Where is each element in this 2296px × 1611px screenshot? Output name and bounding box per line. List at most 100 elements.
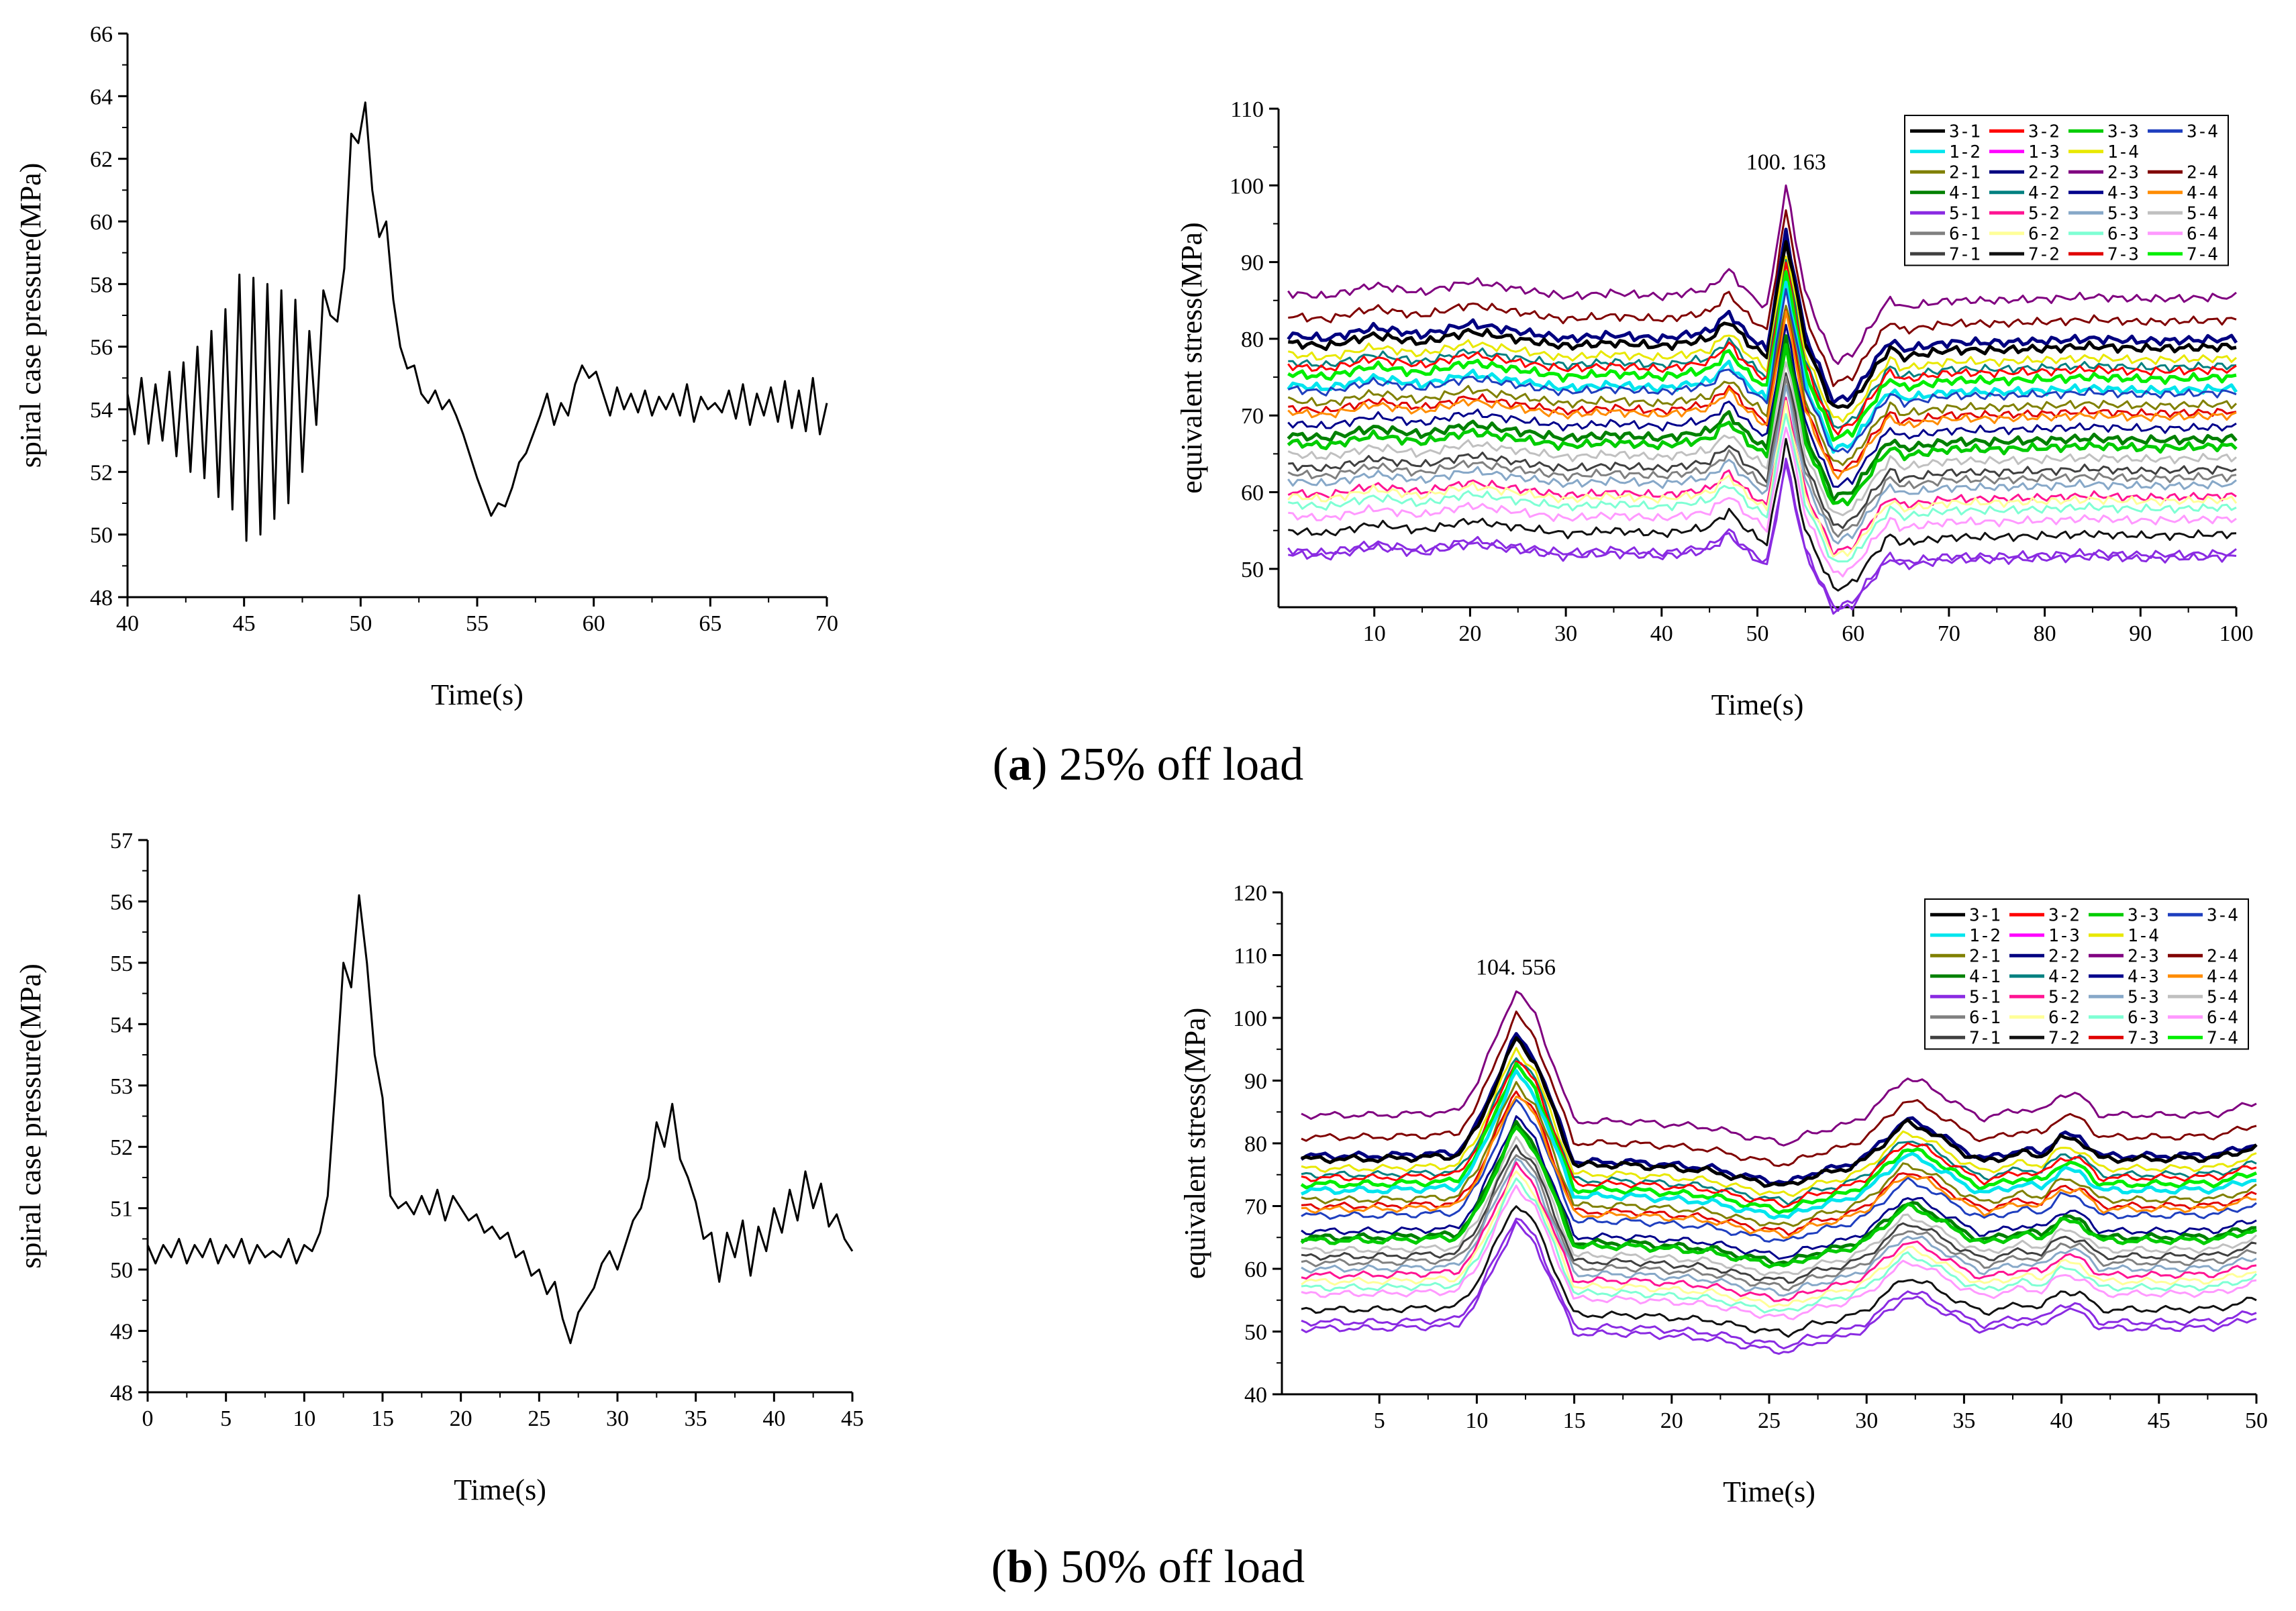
legend-label-2-3: 2-3 — [2107, 162, 2139, 183]
x-tick-label: 40 — [762, 1406, 785, 1431]
y-tick-label: 66 — [90, 22, 113, 47]
y-tick-label: 40 — [1244, 1383, 1267, 1408]
x-tick-label: 5 — [220, 1406, 232, 1431]
legend-label-4-4: 4-4 — [2207, 967, 2238, 987]
legend-label-3-4: 3-4 — [2207, 905, 2238, 925]
stress-series-5-4 — [1301, 1136, 2258, 1277]
stress-series-6-2 — [1287, 400, 2238, 558]
y-tick-label: 51 — [110, 1197, 133, 1222]
stress-series-2-3 — [1301, 990, 2257, 1147]
x-tick-label: 70 — [815, 611, 838, 636]
y-tick-label: 64 — [90, 85, 113, 109]
y-tick-label: 60 — [1241, 481, 1264, 506]
stress-series-3-4 — [1287, 288, 2237, 454]
x-tick-label: 25 — [1758, 1408, 1781, 1433]
legend-label-1-4: 1-4 — [2107, 142, 2139, 162]
x-tick-label: 35 — [685, 1406, 707, 1431]
y-tick-label: 120 — [1233, 881, 1267, 906]
y-tick-label: 100 — [1230, 174, 1264, 199]
legend-label-2-1: 2-1 — [1949, 162, 1981, 183]
y-tick-label: 70 — [1241, 404, 1264, 429]
y-tick-label: 50 — [1244, 1320, 1267, 1345]
stress-series-6-4 — [1301, 1184, 2257, 1320]
x-tick-label: 35 — [1952, 1408, 1975, 1433]
y-tick-label: 50 — [1241, 558, 1264, 582]
y-tick-label: 54 — [110, 1012, 133, 1037]
stress-series-6-3 — [1301, 1177, 2258, 1314]
legend-label-3-1: 3-1 — [1949, 121, 1981, 142]
x-axis-title: Time(s) — [431, 678, 523, 711]
stress-series-3-4 — [1301, 1098, 2257, 1243]
stress-series-4-2 — [1301, 1057, 2257, 1206]
stress-series-6-4 — [1288, 426, 2237, 578]
stress-series-4-x — [1301, 1220, 2257, 1355]
y-tick-label: 55 — [110, 951, 133, 976]
legend-label-1-3: 1-3 — [2048, 926, 2080, 946]
x-tick-label: 45 — [233, 611, 256, 636]
legend-label-4-1: 4-1 — [1949, 183, 1981, 203]
y-tick-label: 56 — [90, 335, 113, 360]
x-tick-label: 50 — [349, 611, 372, 636]
stress-series-3-1 — [1288, 240, 2237, 409]
legend-label-6-4: 6-4 — [2187, 224, 2218, 244]
x-tick-label: 10 — [1465, 1408, 1488, 1433]
caption-a-letter: a — [1008, 739, 1032, 790]
y-tick-label: 90 — [1241, 251, 1264, 276]
legend-label-4-1: 4-1 — [1969, 967, 2001, 987]
peak-value-label: 100. 163 — [1746, 150, 1826, 174]
legend-label-4-2: 4-2 — [2028, 183, 2060, 203]
stress-series-1-4 — [1301, 1047, 2257, 1197]
caption-b-letter: b — [1007, 1541, 1034, 1593]
x-tick-label: 70 — [1938, 621, 1960, 646]
legend-label-2-1: 2-1 — [1969, 946, 2001, 966]
chart-b-pressure: 0 5 10 15 20 25 30 35 40 45 48 49 50 51 52 53 54 55 56 57 Ti… — [14, 829, 864, 1506]
stress-series-1-2 — [1287, 280, 2238, 454]
stress-series-7-2 — [1288, 437, 2237, 592]
y-tick-label: 62 — [90, 148, 113, 172]
x-tick-label: 15 — [371, 1406, 394, 1431]
y-tick-label: 49 — [110, 1320, 133, 1345]
stress-series-2-4 — [1301, 1010, 2257, 1167]
y-tick-label: 80 — [1241, 327, 1264, 352]
stress-series-3-1 — [1301, 1036, 2258, 1188]
x-tick-label: 100 — [2219, 621, 2254, 646]
legend-label-3-2: 3-2 — [2028, 121, 2060, 142]
stress-series-7-2 — [1301, 1205, 2257, 1338]
pressure-series-line — [126, 101, 828, 542]
legend-label-7-3: 7-3 — [2128, 1028, 2159, 1048]
legend-label-7-4: 7-4 — [2187, 244, 2218, 264]
stress-series-5-2 — [1301, 1161, 2257, 1302]
y-tick-label: 90 — [1244, 1070, 1267, 1094]
y-axis-title: spiral case pressure(MPa) — [14, 163, 47, 468]
stress-series-7-4 — [1300, 1061, 2258, 1214]
x-tick-label: 60 — [1842, 621, 1864, 646]
legend-label-3-3: 3-3 — [2107, 121, 2139, 142]
stress-series-7-4 — [1287, 270, 2237, 442]
y-axis-title: equivalent stress(MPa) — [1179, 1008, 1211, 1279]
y-tick-label: 58 — [90, 272, 113, 297]
stress-series-3-2 — [1301, 1060, 2257, 1208]
x-tick-label: 40 — [2050, 1408, 2073, 1433]
legend-box — [1904, 115, 2229, 266]
legend-label-7-1: 7-1 — [1969, 1028, 2001, 1048]
x-tick-label: 20 — [1660, 1408, 1683, 1433]
legend-label-1-4: 1-4 — [2128, 926, 2159, 946]
stress-series-3-3 — [1300, 1125, 2258, 1269]
legend-label-4-2: 4-2 — [2048, 967, 2080, 987]
legend-label-7-4: 7-4 — [2207, 1028, 2238, 1048]
legend-label-6-4: 6-4 — [2207, 1008, 2238, 1028]
legend-label-2-2: 2-2 — [2028, 162, 2060, 183]
caption-a: (a) 25% off load — [992, 739, 1304, 790]
legend-label-4-3: 4-3 — [2128, 967, 2159, 987]
peak-value-label: 104. 556 — [1476, 955, 1556, 980]
legend-label-7-2: 7-2 — [2028, 244, 2060, 264]
legend-label-2-2: 2-2 — [2048, 946, 2080, 966]
y-tick-label: 54 — [90, 398, 113, 423]
legend-label-5-1: 5-1 — [1969, 987, 2001, 1007]
stress-series-6-3 — [1287, 413, 2237, 563]
stress-series-5-2 — [1287, 397, 2237, 557]
stress-series-1-2 — [1300, 1069, 2257, 1220]
legend-label-6-1: 6-1 — [1969, 1008, 2001, 1028]
y-tick-label: 52 — [110, 1135, 133, 1160]
legend-label-3-2: 3-2 — [2048, 905, 2080, 925]
